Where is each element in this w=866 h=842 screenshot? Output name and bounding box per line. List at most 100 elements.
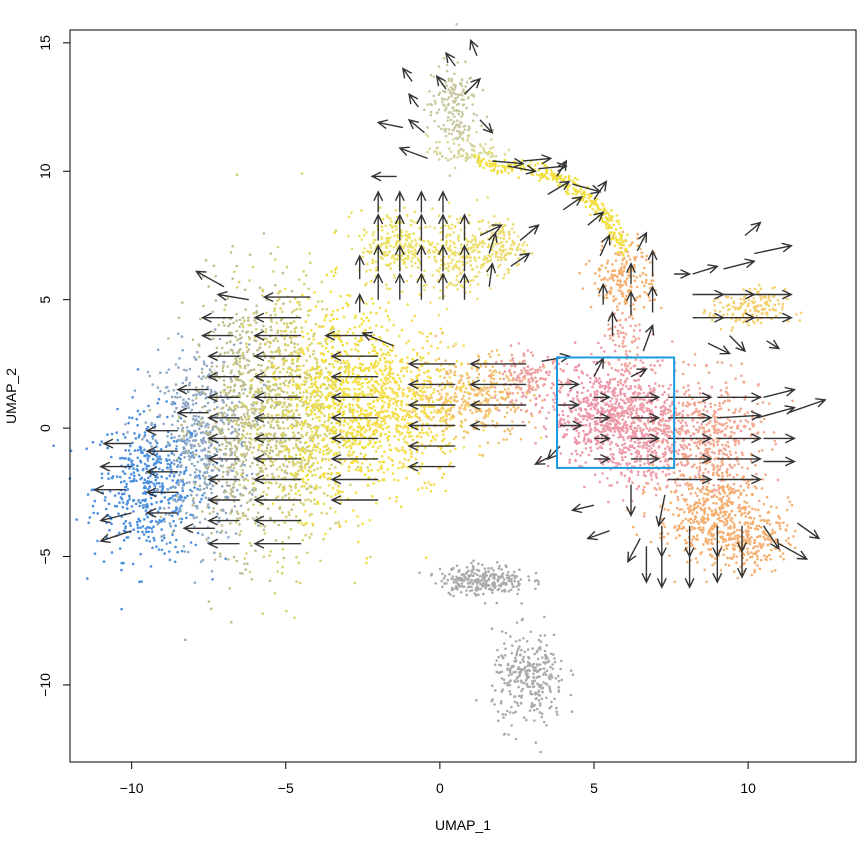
- cell-point: [327, 419, 330, 422]
- cell-point: [269, 341, 273, 345]
- cell-point: [207, 465, 210, 469]
- cell-point: [274, 397, 278, 401]
- cell-point: [301, 351, 304, 355]
- cell-point: [196, 460, 200, 464]
- cell-point: [432, 405, 436, 409]
- cell-point: [182, 482, 186, 486]
- cell-point: [210, 607, 213, 610]
- cell-point: [316, 426, 319, 430]
- cell-point: [206, 483, 209, 487]
- cell-point: [245, 331, 248, 334]
- cell-point: [219, 391, 222, 394]
- cell-point: [231, 277, 234, 281]
- cell-point: [254, 339, 258, 343]
- cell-point: [520, 369, 523, 372]
- cell-point: [120, 607, 123, 611]
- cell-point: [303, 458, 307, 462]
- cell-point: [347, 362, 351, 366]
- cell-point: [562, 418, 565, 422]
- cell-point: [277, 392, 280, 396]
- cell-point: [155, 545, 158, 548]
- cell-point: [194, 358, 197, 361]
- cell-point: [170, 433, 173, 436]
- cell-point: [273, 383, 277, 387]
- cell-point: [281, 441, 285, 444]
- cell-point: [546, 394, 549, 397]
- cell-point: [248, 343, 251, 346]
- cell-point: [342, 381, 345, 384]
- cell-point: [429, 483, 433, 487]
- cell-point: [325, 313, 328, 317]
- cell-point: [151, 530, 154, 534]
- cell-point: [309, 491, 313, 494]
- cell-point: [346, 353, 349, 356]
- cell-point: [534, 380, 538, 384]
- cell-point: [463, 406, 467, 410]
- cell-point: [421, 398, 425, 401]
- cell-point: [192, 480, 196, 484]
- cell-point: [274, 313, 277, 317]
- cell-point: [282, 463, 285, 466]
- cell-point: [150, 445, 153, 448]
- cell-point: [174, 447, 178, 451]
- cell-point: [381, 372, 384, 376]
- cell-point: [202, 362, 206, 366]
- cell-point: [380, 406, 384, 410]
- cell-point: [347, 465, 351, 468]
- cell-point: [625, 485, 628, 488]
- cell-point: [174, 524, 177, 527]
- cell-point: [609, 422, 612, 426]
- cell-point: [360, 369, 363, 372]
- cell-point: [150, 421, 153, 425]
- cell-point: [315, 424, 318, 428]
- cell-point: [642, 410, 646, 414]
- cell-point: [372, 302, 375, 305]
- cell-point: [187, 397, 191, 401]
- cell-point: [545, 435, 548, 438]
- cell-point: [391, 415, 395, 418]
- cell-point: [410, 378, 414, 381]
- cell-point: [242, 413, 246, 416]
- cell-point: [320, 358, 324, 362]
- cell-point: [536, 384, 539, 387]
- cell-point: [172, 485, 176, 489]
- cell-point: [252, 446, 256, 449]
- cell-point: [407, 339, 410, 343]
- cell-point: [328, 428, 332, 432]
- cell-point: [242, 319, 246, 323]
- cell-point: [245, 345, 249, 349]
- cell-point: [256, 387, 260, 391]
- cell-point: [520, 379, 523, 383]
- cell-point: [168, 522, 172, 525]
- cell-point: [200, 421, 204, 425]
- cell-point: [344, 368, 348, 371]
- cell-point: [300, 383, 304, 386]
- cell-point: [484, 365, 488, 368]
- cell-point: [487, 411, 491, 415]
- cell-point: [376, 446, 380, 450]
- cell-point: [182, 438, 185, 441]
- cell-point: [321, 308, 324, 311]
- cell-point: [400, 449, 404, 452]
- cell-point: [161, 482, 164, 485]
- cell-point: [361, 385, 364, 389]
- cell-point: [219, 509, 223, 512]
- cell-point: [543, 398, 547, 402]
- cell-point: [351, 420, 355, 423]
- cell-point: [538, 377, 542, 381]
- cell-point: [279, 483, 282, 486]
- cell-point: [246, 517, 249, 521]
- cell-point: [386, 345, 389, 348]
- cell-point: [245, 447, 248, 450]
- cell-point: [204, 440, 207, 444]
- cell-point: [200, 449, 203, 453]
- cell-point: [448, 397, 452, 400]
- cell-point: [281, 511, 284, 514]
- cell-point: [145, 539, 148, 542]
- cell-point: [490, 350, 494, 353]
- cell-point: [397, 479, 400, 482]
- cell-point: [295, 580, 298, 583]
- cell-point: [338, 524, 342, 528]
- cell-point: [156, 348, 160, 352]
- cell-point: [296, 397, 299, 401]
